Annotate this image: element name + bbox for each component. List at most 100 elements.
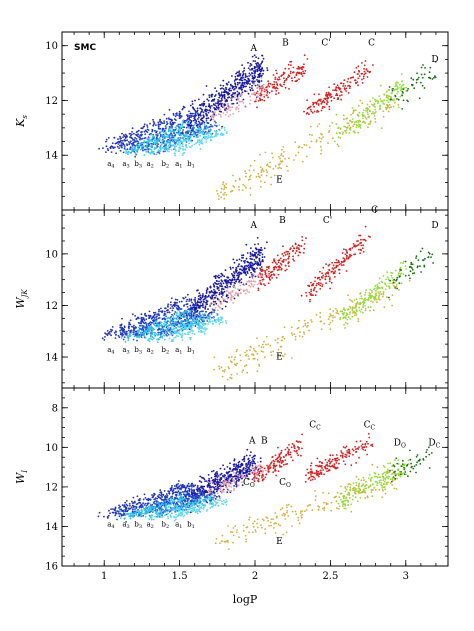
point: [379, 84, 382, 87]
point: [242, 76, 244, 79]
point: [215, 321, 218, 324]
point: [357, 320, 360, 323]
point: [152, 322, 155, 325]
point: [256, 358, 259, 361]
point: [181, 123, 184, 126]
point: [156, 135, 159, 137]
point: [222, 112, 225, 114]
point: [258, 251, 260, 253]
point: [202, 93, 205, 96]
point: [193, 318, 195, 321]
point: [176, 299, 179, 301]
point: [142, 149, 144, 152]
point: [380, 127, 383, 129]
point: [359, 297, 361, 300]
point: [362, 109, 365, 112]
point: [140, 131, 143, 134]
point: [220, 481, 223, 484]
point: [194, 297, 197, 299]
point: [151, 150, 154, 153]
point: [206, 486, 209, 488]
point: [349, 127, 351, 130]
point: [203, 135, 206, 138]
point: [369, 288, 372, 291]
point: [385, 96, 388, 99]
point: [150, 330, 153, 333]
point: [164, 321, 167, 323]
point: [347, 122, 350, 125]
point: [421, 76, 424, 79]
point: [358, 234, 360, 237]
point: [191, 103, 194, 105]
point: [143, 314, 146, 316]
point: [258, 84, 260, 86]
point: [330, 99, 333, 102]
point: [178, 150, 180, 153]
point: [332, 264, 335, 267]
point: [196, 126, 199, 129]
point: [288, 265, 290, 268]
point: [143, 334, 146, 337]
point: [185, 141, 188, 143]
point: [336, 311, 339, 313]
point: [238, 263, 240, 266]
point: [329, 321, 332, 324]
point: [254, 271, 256, 273]
point: [326, 101, 329, 104]
point: [148, 310, 151, 313]
point: [226, 301, 229, 303]
point: [199, 306, 201, 308]
point: [199, 104, 202, 106]
point: [208, 96, 211, 99]
point: [249, 69, 251, 71]
point: [205, 117, 208, 120]
point: [168, 137, 171, 140]
point: [204, 109, 207, 112]
point: [332, 310, 335, 312]
point: [181, 335, 183, 338]
point: [189, 129, 191, 132]
point: [255, 56, 257, 59]
point: [261, 61, 263, 64]
point: [158, 321, 161, 324]
point: [266, 276, 268, 278]
point: [396, 276, 399, 279]
point: [138, 326, 140, 329]
point: [216, 318, 218, 321]
point: [284, 269, 287, 272]
point: [283, 251, 286, 254]
point: [290, 326, 293, 328]
point: [165, 121, 168, 123]
point: [236, 471, 239, 473]
point: [249, 194, 252, 196]
point: [120, 142, 123, 144]
point: [190, 146, 192, 149]
point: [252, 255, 255, 257]
point: [315, 284, 318, 287]
point: [297, 65, 300, 68]
point: [293, 333, 296, 335]
point: [241, 81, 244, 84]
point: [196, 133, 199, 136]
point: [335, 259, 338, 261]
point: [228, 89, 231, 92]
point: [120, 324, 122, 327]
point: [139, 138, 141, 141]
point: [294, 243, 297, 246]
point: [427, 251, 430, 254]
point: [285, 77, 288, 80]
point: [261, 256, 264, 259]
point: [181, 143, 184, 146]
point: [207, 314, 209, 317]
point: [179, 128, 181, 131]
point: [268, 82, 270, 85]
point: [156, 313, 159, 315]
point: [178, 332, 181, 335]
point: [200, 481, 203, 483]
point: [148, 136, 151, 139]
point: [283, 151, 285, 153]
point: [359, 234, 362, 237]
point: [405, 86, 407, 89]
point: [176, 112, 178, 114]
point: [140, 316, 143, 319]
